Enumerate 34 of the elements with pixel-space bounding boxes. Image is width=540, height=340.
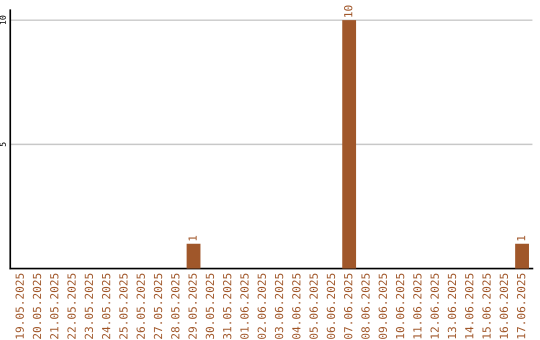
- x-tick-label: 09.06.2025: [378, 274, 387, 339]
- x-tick-label: 31.05.2025: [222, 274, 232, 339]
- x-tick-label: 07.06.2025: [344, 274, 352, 339]
- data-label: 1: [517, 236, 526, 240]
- x-tick-label: 10.06.2025: [396, 274, 404, 338]
- x-tick-label: 01.06.2025: [240, 274, 249, 339]
- x-tick-label: 06.06.2025: [326, 274, 336, 339]
- data-label: 10: [344, 5, 352, 17]
- x-tick-label: 30.05.2025: [206, 274, 214, 339]
- x-tick-label: 02.06.2025: [258, 274, 266, 339]
- x-tick-label: 25.05.2025: [119, 274, 128, 339]
- x-tick-label: 29.05.2025: [188, 274, 197, 339]
- x-tick-label: 13.06.2025: [448, 274, 456, 338]
- x-tick-label: 11.06.2025: [413, 274, 422, 338]
- x-tick-label: 21.05.2025: [50, 274, 58, 339]
- x-tick-label: 17.06.2025: [516, 274, 526, 338]
- x-tick-label: 22.05.2025: [67, 274, 76, 339]
- x-tick-label: 12.06.2025: [430, 274, 439, 338]
- x-tick-label: 04.06.2025: [292, 274, 301, 339]
- x-tick-label: 27.05.2025: [154, 274, 162, 339]
- x-tick-label: 26.05.2025: [136, 274, 145, 339]
- x-tick-label: 19.05.2025: [15, 274, 24, 338]
- x-tick-label: 20.05.2025: [32, 274, 42, 339]
- x-tick-label: 05.06.2025: [309, 274, 318, 339]
- x-tick-label: 15.06.2025: [482, 274, 491, 338]
- x-tick-label: 16.06.2025: [500, 274, 508, 338]
- data-label: 1: [188, 236, 197, 240]
- x-tick-label: 03.06.2025: [274, 274, 284, 339]
- x-tick-label: 08.06.2025: [361, 274, 370, 339]
- x-tick-label: 14.06.2025: [465, 274, 474, 338]
- x-tick-label: 23.05.2025: [84, 274, 94, 339]
- y-tick-label: 5: [0, 142, 6, 146]
- x-tick-label: 24.05.2025: [102, 274, 110, 339]
- x-tick-label: 28.05.2025: [171, 274, 180, 339]
